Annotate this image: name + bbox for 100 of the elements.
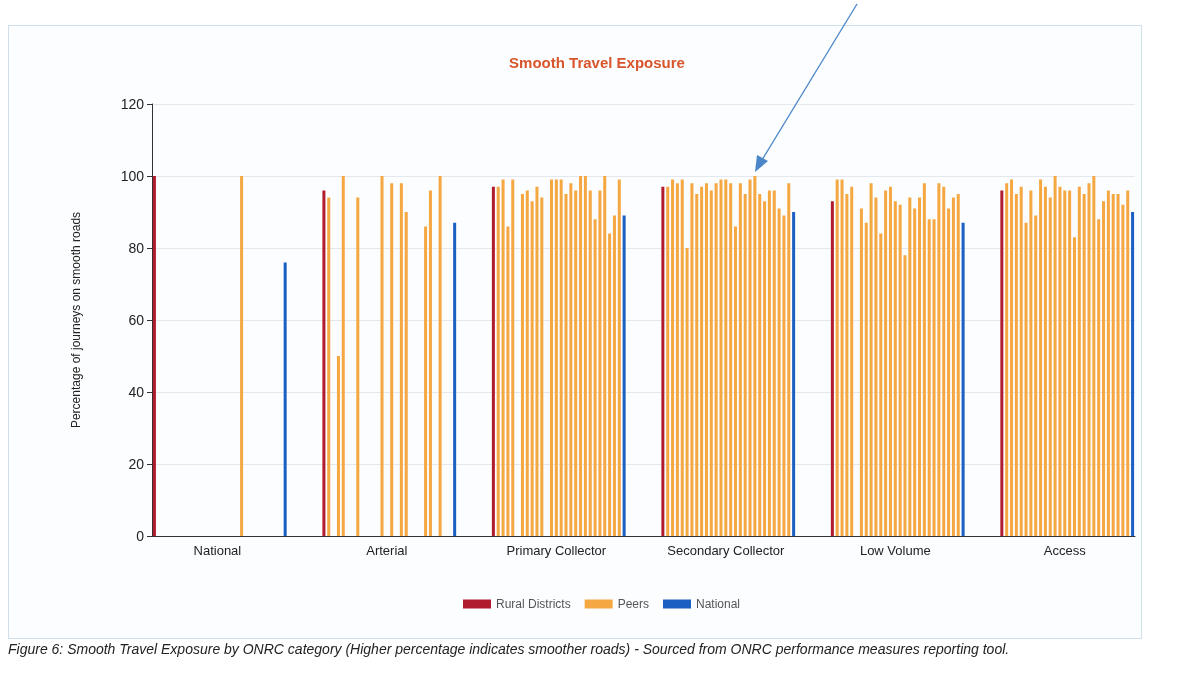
bar (690, 183, 694, 536)
y-tick-label: 100 (120, 168, 145, 184)
bar (772, 190, 776, 536)
bar (598, 190, 602, 536)
chart-title: Smooth Travel Exposure (509, 54, 685, 71)
bar (322, 190, 326, 536)
bar (937, 183, 941, 536)
bar (1087, 183, 1091, 536)
bar (583, 176, 587, 536)
bar (913, 208, 917, 536)
bar (951, 197, 955, 536)
bar (869, 183, 873, 536)
bar (428, 190, 432, 536)
bar (704, 183, 708, 536)
x-tick-label: Access (1043, 543, 1087, 558)
y-tick-label: 40 (128, 384, 145, 400)
bar (898, 204, 902, 536)
bar (763, 201, 767, 536)
bar (424, 226, 428, 536)
bar (356, 197, 360, 536)
bar (888, 186, 892, 536)
bar (404, 212, 408, 536)
bar (1131, 212, 1135, 536)
bar (675, 183, 679, 536)
bar (947, 208, 951, 536)
bar (588, 190, 592, 536)
bar (661, 186, 665, 536)
bar (695, 194, 699, 536)
bar (734, 226, 737, 536)
bar (390, 183, 394, 536)
bar (491, 186, 495, 536)
y-tick-label: 120 (120, 96, 145, 112)
bar (622, 215, 626, 536)
bar (540, 197, 544, 536)
bar (671, 179, 675, 536)
bar (830, 201, 834, 536)
bar (612, 215, 616, 536)
bar (738, 183, 742, 536)
bar (1053, 176, 1057, 536)
x-tick-label: National (193, 543, 242, 558)
bar (559, 179, 563, 536)
legend-label: Rural Districts (495, 597, 571, 611)
bar (152, 176, 156, 536)
bar (1092, 176, 1096, 536)
bar (787, 183, 791, 536)
bar (569, 183, 573, 536)
bar (327, 197, 331, 536)
bar (617, 179, 621, 536)
bar (535, 186, 539, 536)
bar (927, 219, 931, 536)
bar (579, 176, 583, 536)
bar (961, 222, 965, 536)
bar (1106, 190, 1110, 536)
bar (956, 194, 960, 536)
y-tick-label: 20 (128, 456, 145, 472)
bar (1097, 219, 1101, 536)
bar (729, 183, 733, 536)
bar (893, 201, 897, 536)
bar (453, 222, 457, 536)
legend-label: National (696, 597, 741, 611)
bar (1005, 183, 1009, 536)
bar (922, 183, 926, 536)
y-axis-title: Percentage of journeys on smooth roads (69, 211, 83, 429)
x-tick-label: Arterial (366, 543, 408, 558)
bar (884, 190, 888, 536)
bar (1063, 190, 1067, 536)
x-tick-label: Secondary Collector (667, 543, 786, 558)
bar (1019, 186, 1023, 536)
bar (283, 262, 287, 536)
bar (520, 194, 524, 536)
bar (511, 179, 515, 536)
bar (501, 179, 505, 536)
bar (525, 190, 529, 536)
bar (550, 179, 553, 536)
bar (603, 176, 607, 536)
bar (753, 176, 757, 536)
bar (608, 233, 612, 536)
bar (438, 176, 442, 536)
bar (918, 197, 922, 536)
bar (680, 179, 684, 536)
bar (240, 176, 244, 536)
legend-label: Peers (617, 597, 650, 611)
bar (714, 183, 718, 536)
bar (1029, 190, 1033, 536)
bar (574, 190, 578, 536)
bar (341, 176, 345, 536)
bar (1072, 237, 1076, 536)
x-tick-label: Low Volume (859, 543, 931, 558)
bar (840, 179, 844, 536)
bar (1034, 215, 1038, 536)
caption: Figure 6: Smooth Travel Exposure by ONRC category (Higher percentage indicates smoother roads) - Sourced from ONRC performance measures reporting tool. (8, 641, 1011, 658)
y-tick-label: 0 (136, 528, 145, 544)
bar (1039, 179, 1043, 536)
bar (554, 179, 558, 536)
bar (709, 190, 713, 536)
bar (777, 208, 781, 536)
bar (666, 186, 670, 536)
bar (1102, 201, 1106, 536)
bar (859, 208, 863, 536)
bar (700, 186, 704, 536)
